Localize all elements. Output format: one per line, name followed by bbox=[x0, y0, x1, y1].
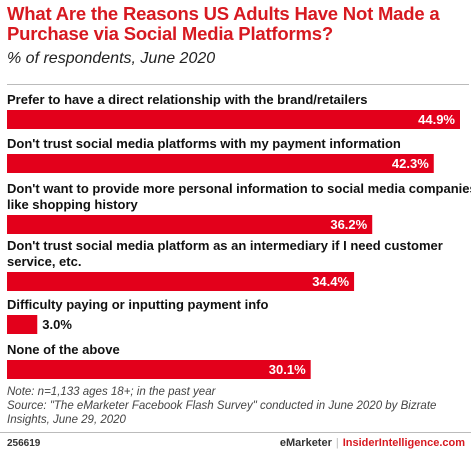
footnote-source: Source: "The eMarketer Facebook Flash Su… bbox=[7, 400, 437, 426]
value-label: 34.4% bbox=[312, 274, 349, 289]
bar bbox=[7, 110, 460, 129]
chart-title: What Are the Reasons US Adults Have Not … bbox=[7, 3, 440, 44]
footnote-note: Note: n=1,133 ages 18+; in the past year bbox=[7, 386, 216, 398]
bar bbox=[7, 154, 434, 173]
category-label: Don't trust social media platforms with … bbox=[7, 136, 401, 151]
value-label: 3.0% bbox=[42, 317, 72, 332]
category-label: Don't want to provide more personal info… bbox=[7, 181, 471, 212]
bar bbox=[7, 315, 38, 334]
category-label: None of the above bbox=[7, 342, 120, 357]
brand-emarketer: eMarketer bbox=[279, 437, 332, 449]
brand-insider-intelligence: InsiderIntelligence.com bbox=[342, 437, 465, 449]
brand-separator: | bbox=[335, 437, 339, 449]
bar-chart: Prefer to have a direct relationship wit… bbox=[7, 92, 471, 379]
top-divider bbox=[7, 84, 469, 85]
category-label: Don't trust social media platform as an … bbox=[7, 238, 443, 269]
bar bbox=[7, 360, 311, 379]
chart-id: 256619 bbox=[7, 438, 41, 449]
value-label: 44.9% bbox=[418, 112, 455, 127]
bar bbox=[7, 272, 355, 291]
chart-subtitle: % of respondents, June 2020 bbox=[7, 50, 216, 67]
bar bbox=[7, 215, 373, 234]
value-label: 36.2% bbox=[330, 217, 367, 232]
brand-footer: eMarketer | InsiderIntelligence.com bbox=[280, 437, 465, 449]
category-label: Prefer to have a direct relationship wit… bbox=[7, 92, 368, 107]
value-label: 30.1% bbox=[269, 362, 306, 377]
value-label: 42.3% bbox=[392, 156, 429, 171]
footnote: Note: n=1,133 ages 18+; in the past year… bbox=[7, 385, 469, 427]
footer-divider bbox=[0, 432, 471, 433]
category-label: Difficulty paying or inputting payment i… bbox=[7, 297, 268, 312]
